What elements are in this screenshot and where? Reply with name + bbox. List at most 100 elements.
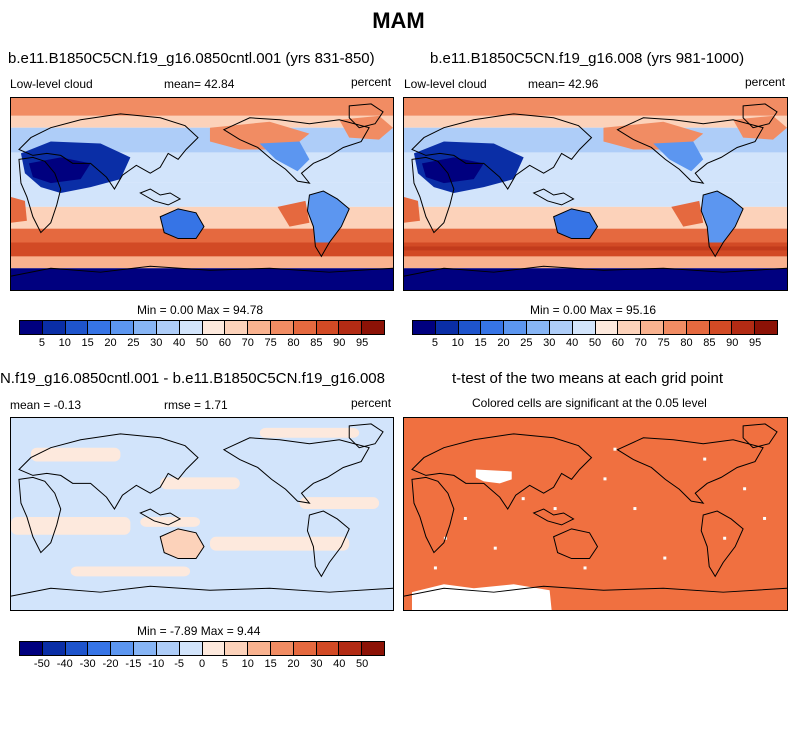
labelbar-swatch <box>339 321 363 334</box>
labelbar-tick-label: 15 <box>81 337 94 349</box>
labelbar-swatch <box>88 642 112 655</box>
labelbar-tick-label: 25 <box>127 337 140 349</box>
labelbar-tick-label: 20 <box>287 658 300 670</box>
labelbar-swatch <box>248 642 271 655</box>
labelbar-swatch <box>458 321 482 334</box>
labelbar-tick-label: -50 <box>33 658 50 670</box>
labelbar-swatch <box>42 321 66 334</box>
labelbar-swatch <box>732 321 756 334</box>
labelbar-tick-label: 60 <box>611 337 624 349</box>
labelbar-tick-label: 85 <box>310 337 323 349</box>
labelbar-tick-label: 25 <box>520 337 533 349</box>
labelbar-swatch <box>293 642 317 655</box>
labelbar-swatch <box>179 321 203 334</box>
panel-ctrl-variable: Low-level cloud <box>10 77 93 91</box>
panel-diff-units: percent <box>351 396 392 410</box>
labelbar-tick-label: 40 <box>566 337 579 349</box>
panel-diff-labelbar-ticks: -50 -40 -30 -20 -15 -10 -5 0 5 10 15 20 30 40 50 <box>19 658 385 672</box>
labelbar-swatch <box>20 321 43 334</box>
labelbar-tick-label: 80 <box>680 337 693 349</box>
labelbar-tick-label: 60 <box>218 337 231 349</box>
labelbar-tick-label: 20 <box>497 337 510 349</box>
labelbar-swatch <box>134 321 157 334</box>
labelbar-tick-label: 20 <box>104 337 117 349</box>
labelbar-swatch <box>270 642 294 655</box>
labelbar-swatch <box>156 642 180 655</box>
labelbar-tick-label: 70 <box>241 337 254 349</box>
labelbar-tick-label: 10 <box>58 337 71 349</box>
labelbar-swatch <box>504 321 528 334</box>
panel-exp-mean: mean= 42.96 <box>528 77 599 91</box>
labelbar-swatch <box>202 321 226 334</box>
labelbar-tick-label: 40 <box>333 658 346 670</box>
panel-exp-variable: Low-level cloud <box>404 77 487 91</box>
labelbar-swatch <box>111 321 135 334</box>
labelbar-tick-label: 90 <box>333 337 346 349</box>
labelbar-swatch <box>709 321 733 334</box>
labelbar-swatch <box>65 321 89 334</box>
labelbar-swatch <box>156 321 180 334</box>
panel-diff-stats: Min = -7.89 Max = 9.44 <box>137 624 261 638</box>
labelbar-tick-label: 30 <box>310 658 323 670</box>
panel-ttest-title: t-test of the two means at each grid poi… <box>452 370 723 387</box>
panel-ctrl-units: percent <box>351 75 392 89</box>
labelbar-swatch <box>316 642 340 655</box>
labelbar-swatch <box>362 321 384 334</box>
labelbar-tick-label: 80 <box>287 337 300 349</box>
labelbar-swatch <box>270 321 294 334</box>
labelbar-swatch <box>42 642 66 655</box>
labelbar-swatch <box>435 321 459 334</box>
panel-diff-map <box>10 417 394 611</box>
labelbar-swatch <box>111 642 135 655</box>
labelbar-swatch <box>225 642 249 655</box>
labelbar-swatch <box>618 321 642 334</box>
labelbar-tick-label: 75 <box>657 337 670 349</box>
labelbar-tick-label: 10 <box>451 337 464 349</box>
panel-diff-rmse: rmse = 1.71 <box>164 398 228 412</box>
labelbar-swatch <box>65 642 89 655</box>
panel-ttest-subtitle: Colored cells are significant at the 0.0… <box>472 396 707 410</box>
labelbar-swatch <box>595 321 619 334</box>
panel-ctrl-labelbar-ticks: 5 10 15 20 25 30 40 50 60 70 75 80 85 90 95 <box>19 337 385 351</box>
labelbar-swatch <box>179 642 203 655</box>
panel-ctrl-mean: mean= 42.84 <box>164 77 235 91</box>
labelbar-tick-label: 50 <box>195 337 209 349</box>
panel-diff-title: b.e11.B1850C5CN.f19_g16.0850cntl.001 - b… <box>0 370 385 387</box>
labelbar-swatch <box>527 321 550 334</box>
labelbar-swatch <box>316 321 340 334</box>
labelbar-swatch <box>572 321 596 334</box>
labelbar-tick-label: 40 <box>173 337 186 349</box>
labelbar-swatch <box>549 321 573 334</box>
labelbar-tick-label: 5 <box>221 658 228 670</box>
labelbar-swatch <box>248 321 271 334</box>
labelbar-swatch <box>20 642 43 655</box>
labelbar-swatch <box>755 321 777 334</box>
panel-exp-title: b.e11.B1850C5CN.f19_g16.008 (yrs 981-100… <box>430 50 745 67</box>
labelbar-swatch <box>134 642 157 655</box>
labelbar-tick-label: -30 <box>79 658 96 670</box>
panel-ctrl-map <box>10 97 394 291</box>
labelbar-tick-label: -15 <box>125 658 142 670</box>
panel-ctrl-title: b.e11.B1850C5CN.f19_g16.0850cntl.001 (yr… <box>8 50 375 67</box>
panel-ctrl-labelbar <box>19 320 385 335</box>
labelbar-tick-label: 15 <box>264 658 277 670</box>
labelbar-tick-label: 95 <box>356 337 369 349</box>
labelbar-swatch <box>225 321 249 334</box>
labelbar-tick-label: 30 <box>150 337 163 349</box>
labelbar-tick-label: 15 <box>474 337 487 349</box>
panel-exp-labelbar-ticks: 5 10 15 20 25 30 40 50 60 70 75 80 85 90 95 <box>412 337 778 351</box>
panel-exp-labelbar <box>412 320 778 335</box>
labelbar-tick-label: 10 <box>241 658 254 670</box>
labelbar-swatch <box>362 642 384 655</box>
labelbar-tick-label: 0 <box>198 658 206 670</box>
panel-exp-stats: Min = 0.00 Max = 95.16 <box>530 303 657 317</box>
labelbar-swatch <box>293 321 317 334</box>
labelbar-tick-label: 50 <box>356 658 369 670</box>
labelbar-tick-label: 30 <box>543 337 556 349</box>
labelbar-swatch <box>481 321 505 334</box>
panel-diff-labelbar <box>19 641 385 656</box>
labelbar-swatch <box>663 321 687 334</box>
labelbar-tick-label: -10 <box>148 658 165 670</box>
labelbar-tick-label: 85 <box>703 337 716 349</box>
labelbar-tick-label: -40 <box>56 658 73 670</box>
